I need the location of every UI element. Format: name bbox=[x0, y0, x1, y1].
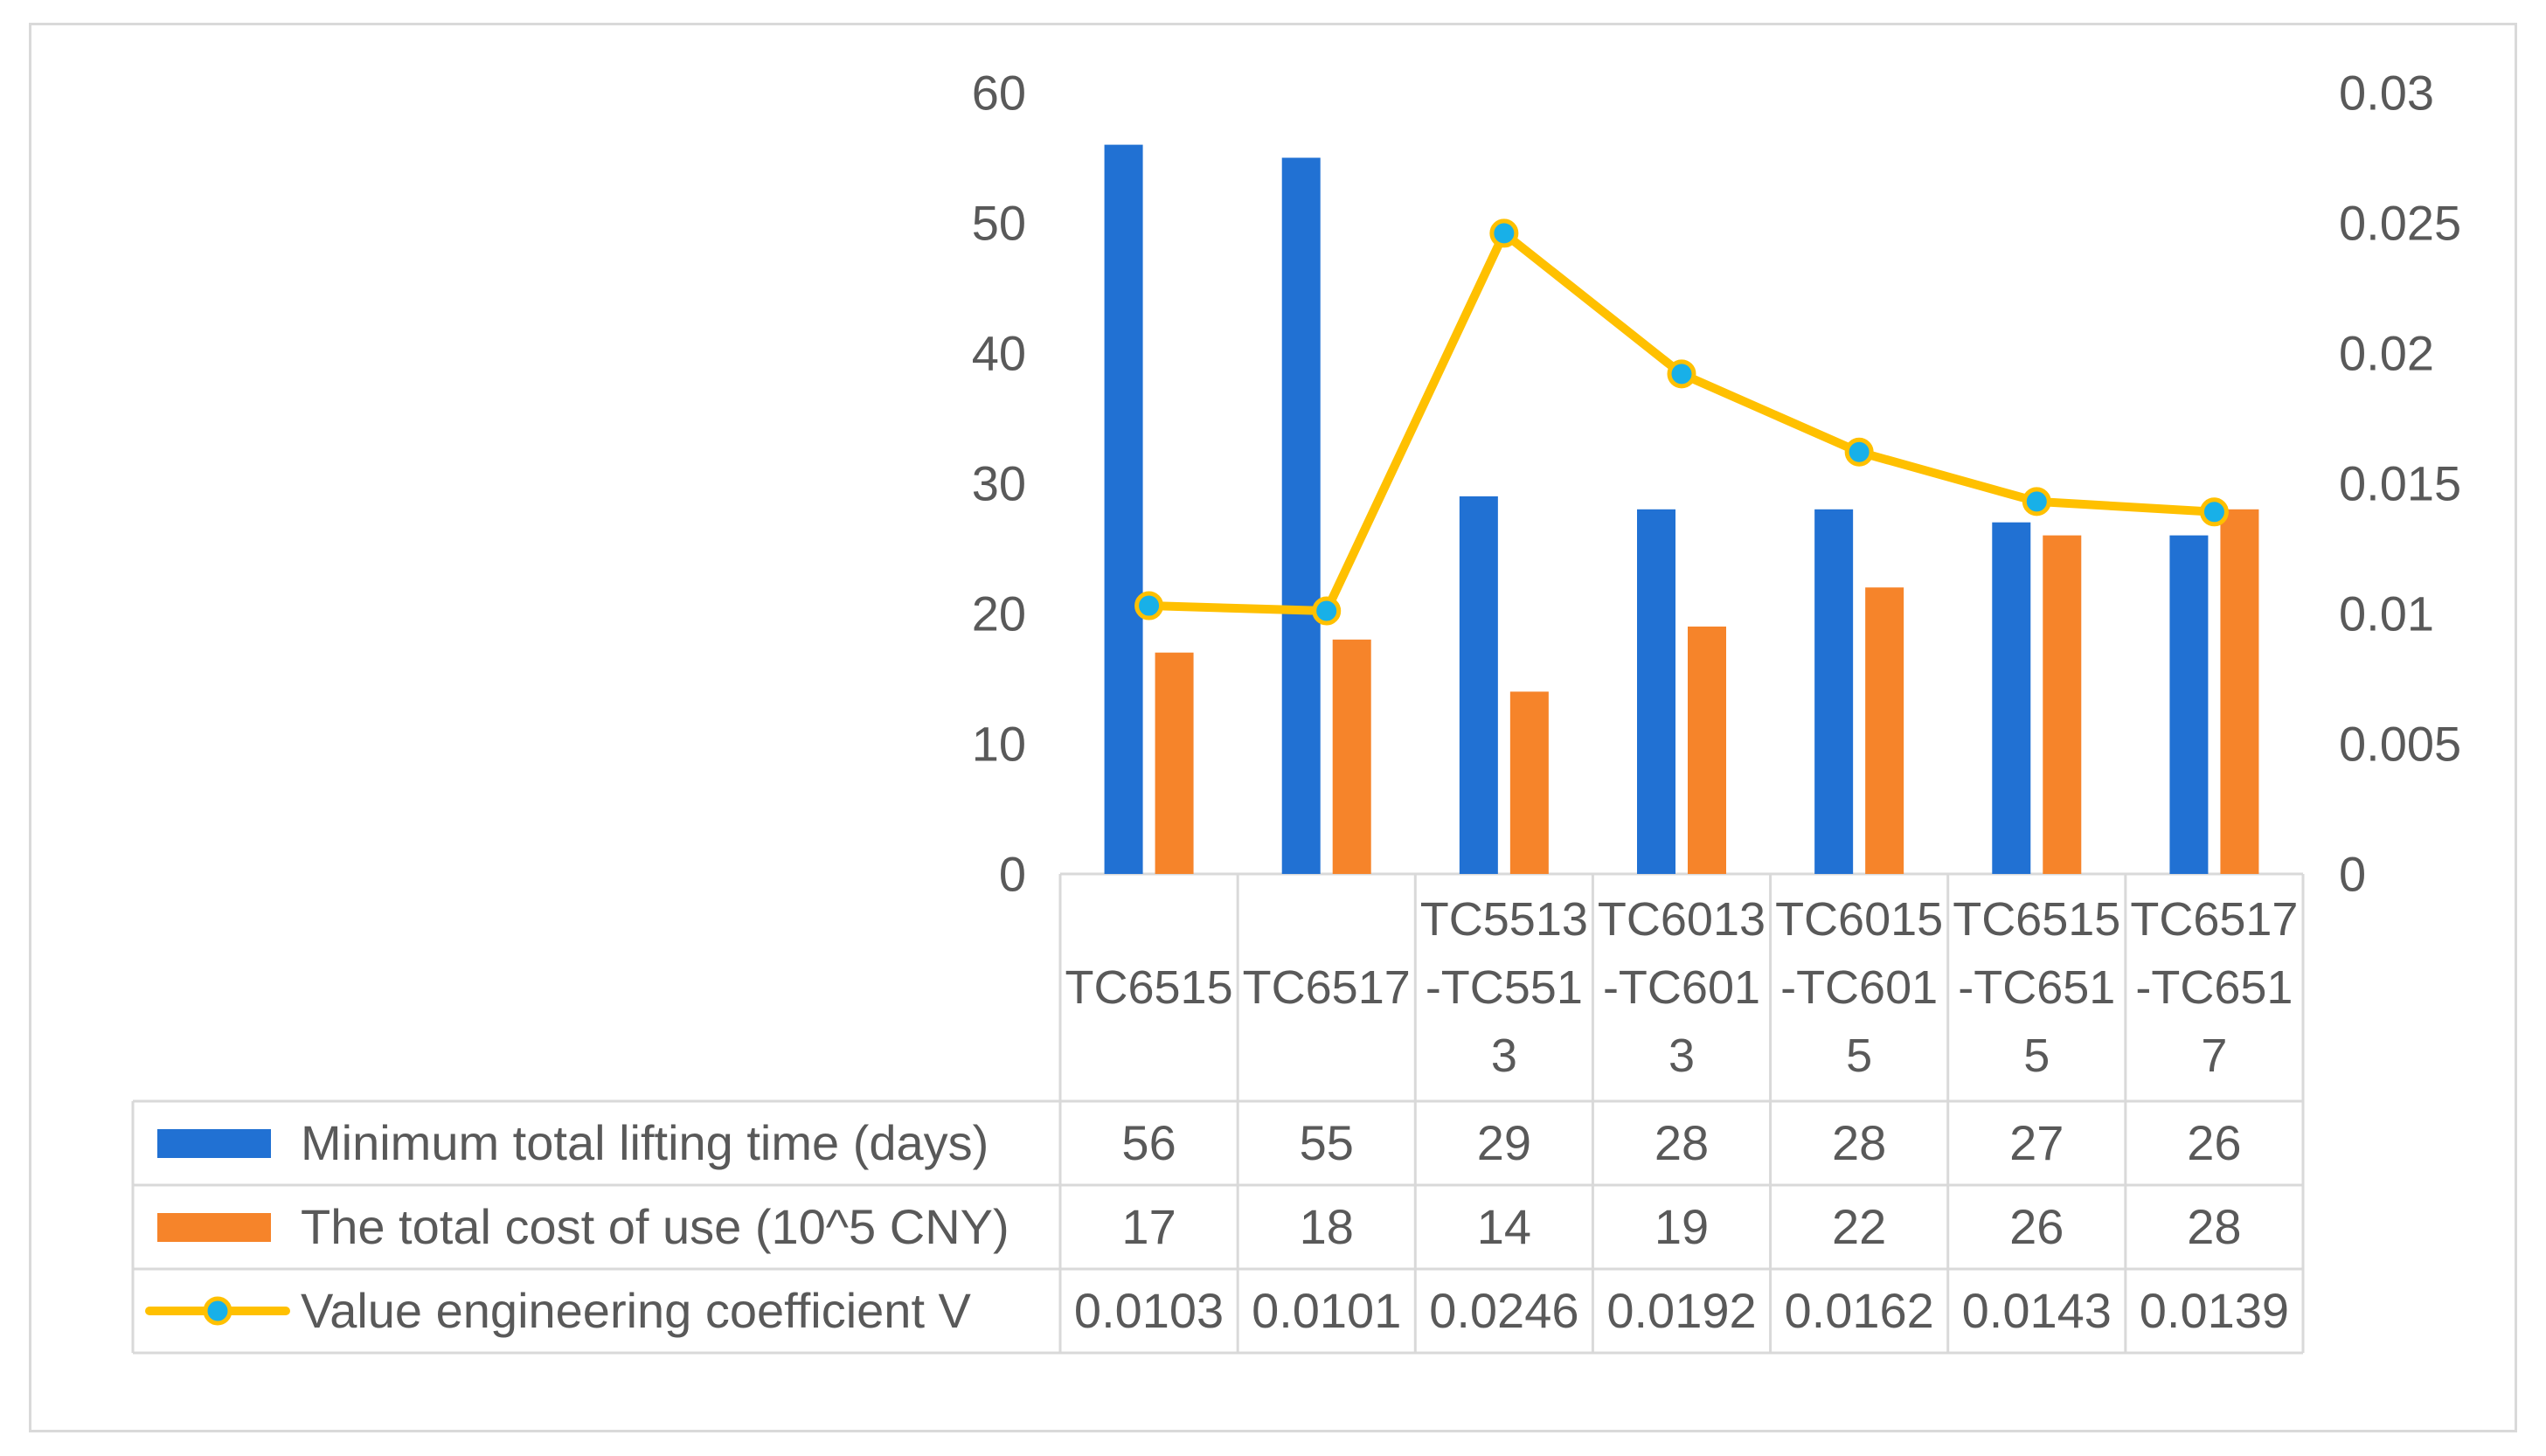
total-cost-bar bbox=[2220, 509, 2259, 874]
right-axis-tick-label: 0.005 bbox=[2339, 717, 2461, 772]
table-value-cell: 28 bbox=[2187, 1199, 2242, 1254]
table-value-cell: 28 bbox=[1831, 1115, 1887, 1170]
total-cost-bar bbox=[1332, 639, 1371, 874]
left-axis-tick-label: 50 bbox=[972, 196, 1026, 251]
table-category-header: TC5513-TC5513 bbox=[1415, 874, 1592, 1101]
left-axis-tick-label: 60 bbox=[972, 66, 1026, 121]
legend-label-lifting-time: Minimum total lifting time (days) bbox=[301, 1115, 989, 1170]
table-category-header: TC6015-TC6015 bbox=[1771, 874, 1948, 1101]
value-coefficient-marker bbox=[2022, 487, 2051, 517]
table-value-cell: 0.0246 bbox=[1429, 1283, 1579, 1338]
table-value-cell: 0.0162 bbox=[1784, 1283, 1934, 1338]
total-cost-bar bbox=[1509, 691, 1549, 874]
lifting-time-bar bbox=[1814, 509, 1854, 874]
value-coefficient-marker bbox=[1312, 596, 1342, 626]
left-axis-tick-label: 0 bbox=[999, 847, 1026, 902]
lifting-time-bar bbox=[1281, 157, 1321, 874]
value-coefficient-marker bbox=[1134, 591, 1164, 621]
left-axis-tick-label: 20 bbox=[972, 586, 1026, 641]
category-label: TC6517 bbox=[1242, 961, 1411, 1014]
lifting-time-bar bbox=[1104, 144, 1143, 875]
table-value-cell: 0.0103 bbox=[1073, 1283, 1224, 1338]
total-cost-bar bbox=[1155, 652, 1194, 874]
table-category-header: TC6517-TC6517 bbox=[2126, 874, 2303, 1101]
table-value-cell: 19 bbox=[1654, 1199, 1710, 1254]
table-value-cell: 0.0101 bbox=[1252, 1283, 1402, 1338]
category-label: TC6013-TC6013 bbox=[1597, 893, 1766, 1082]
table-value-cell: 29 bbox=[1476, 1115, 1531, 1170]
category-label: TC6517-TC6517 bbox=[2130, 893, 2299, 1082]
legend-label-value-coefficient: Value engineering coefficient V bbox=[301, 1283, 971, 1338]
total-cost-bar bbox=[2043, 535, 2082, 874]
table-value-cell: 0.0143 bbox=[1961, 1283, 2112, 1338]
legend-swatch-value-coefficient bbox=[145, 1296, 290, 1326]
category-label: TC6515 bbox=[1065, 961, 1233, 1014]
value-coefficient-marker bbox=[1844, 437, 1874, 467]
category-label: TC5513-TC5513 bbox=[1419, 893, 1588, 1082]
table-category-header: TC6013-TC6013 bbox=[1592, 874, 1770, 1101]
lifting-time-bar bbox=[1637, 509, 1675, 874]
chart-frame bbox=[29, 23, 2517, 1432]
table-value-cell: 0.0192 bbox=[1606, 1283, 1757, 1338]
right-axis-tick-label: 0.02 bbox=[2339, 326, 2434, 381]
table-value-cell: 26 bbox=[2187, 1115, 2242, 1170]
table-value-cell: 0.0139 bbox=[2139, 1283, 2290, 1338]
right-axis-tick-label: 0.015 bbox=[2339, 456, 2461, 511]
right-axis-tick-label: 0.025 bbox=[2339, 196, 2461, 251]
legend-swatch-lifting-time bbox=[157, 1129, 271, 1158]
right-axis-tick-label: 0.03 bbox=[2339, 66, 2434, 121]
table-value-cell: 56 bbox=[1121, 1115, 1176, 1170]
table-category-header: TC6515-TC6515 bbox=[1948, 874, 2126, 1101]
category-label: TC6015-TC6015 bbox=[1775, 893, 1944, 1082]
table-value-cell: 27 bbox=[2009, 1115, 2064, 1170]
category-label: TC6515-TC6515 bbox=[1953, 893, 2121, 1082]
table-value-cell: 26 bbox=[2009, 1199, 2064, 1254]
legend-entry-value-coefficient: Value engineering coefficient V bbox=[133, 1269, 1060, 1353]
value-coefficient-marker bbox=[1489, 218, 1519, 248]
lifting-time-bar bbox=[1459, 496, 1498, 874]
table-category-header: TC6515 bbox=[1060, 874, 1238, 1101]
right-axis-tick-label: 0.01 bbox=[2339, 586, 2434, 641]
bar-series-group bbox=[1104, 144, 2259, 875]
table-value-cell: 22 bbox=[1831, 1199, 1887, 1254]
legend-marker-swatch bbox=[203, 1296, 232, 1326]
total-cost-bar bbox=[1688, 626, 1726, 874]
left-axis-tick-label: 40 bbox=[972, 326, 1026, 381]
table-value-cell: 28 bbox=[1654, 1115, 1710, 1170]
legend-entry-total-cost: The total cost of use (10^5 CNY) bbox=[133, 1185, 1060, 1269]
legend-label-total-cost: The total cost of use (10^5 CNY) bbox=[301, 1199, 1009, 1254]
axis-tick-labels: 0 10 20 30 40 50 60 0 0.005 0.01 0.015 0.02 0.025 0.0… bbox=[972, 66, 2461, 902]
value-coefficient-marker bbox=[1667, 359, 1696, 389]
left-axis-tick-label: 30 bbox=[972, 456, 1026, 511]
legend-swatch-total-cost bbox=[157, 1213, 271, 1242]
table-category-header: TC6517 bbox=[1238, 874, 1415, 1101]
table-value-cell: 18 bbox=[1299, 1199, 1354, 1254]
left-axis-tick-label: 10 bbox=[972, 717, 1026, 772]
total-cost-bar bbox=[1865, 587, 1904, 874]
table-value-cell: 17 bbox=[1121, 1199, 1176, 1254]
line-series-group bbox=[1134, 218, 2229, 626]
right-axis-tick-label: 0 bbox=[2339, 847, 2366, 902]
lifting-time-bar bbox=[2169, 535, 2209, 874]
legend-entry-lifting-time: Minimum total lifting time (days) bbox=[133, 1101, 1060, 1185]
table-value-cell: 14 bbox=[1476, 1199, 1531, 1254]
data-table-grid bbox=[131, 872, 2305, 1355]
table-value-cell: 55 bbox=[1299, 1115, 1354, 1170]
value-coefficient-marker bbox=[2199, 497, 2229, 527]
lifting-time-bar bbox=[1992, 522, 2031, 874]
